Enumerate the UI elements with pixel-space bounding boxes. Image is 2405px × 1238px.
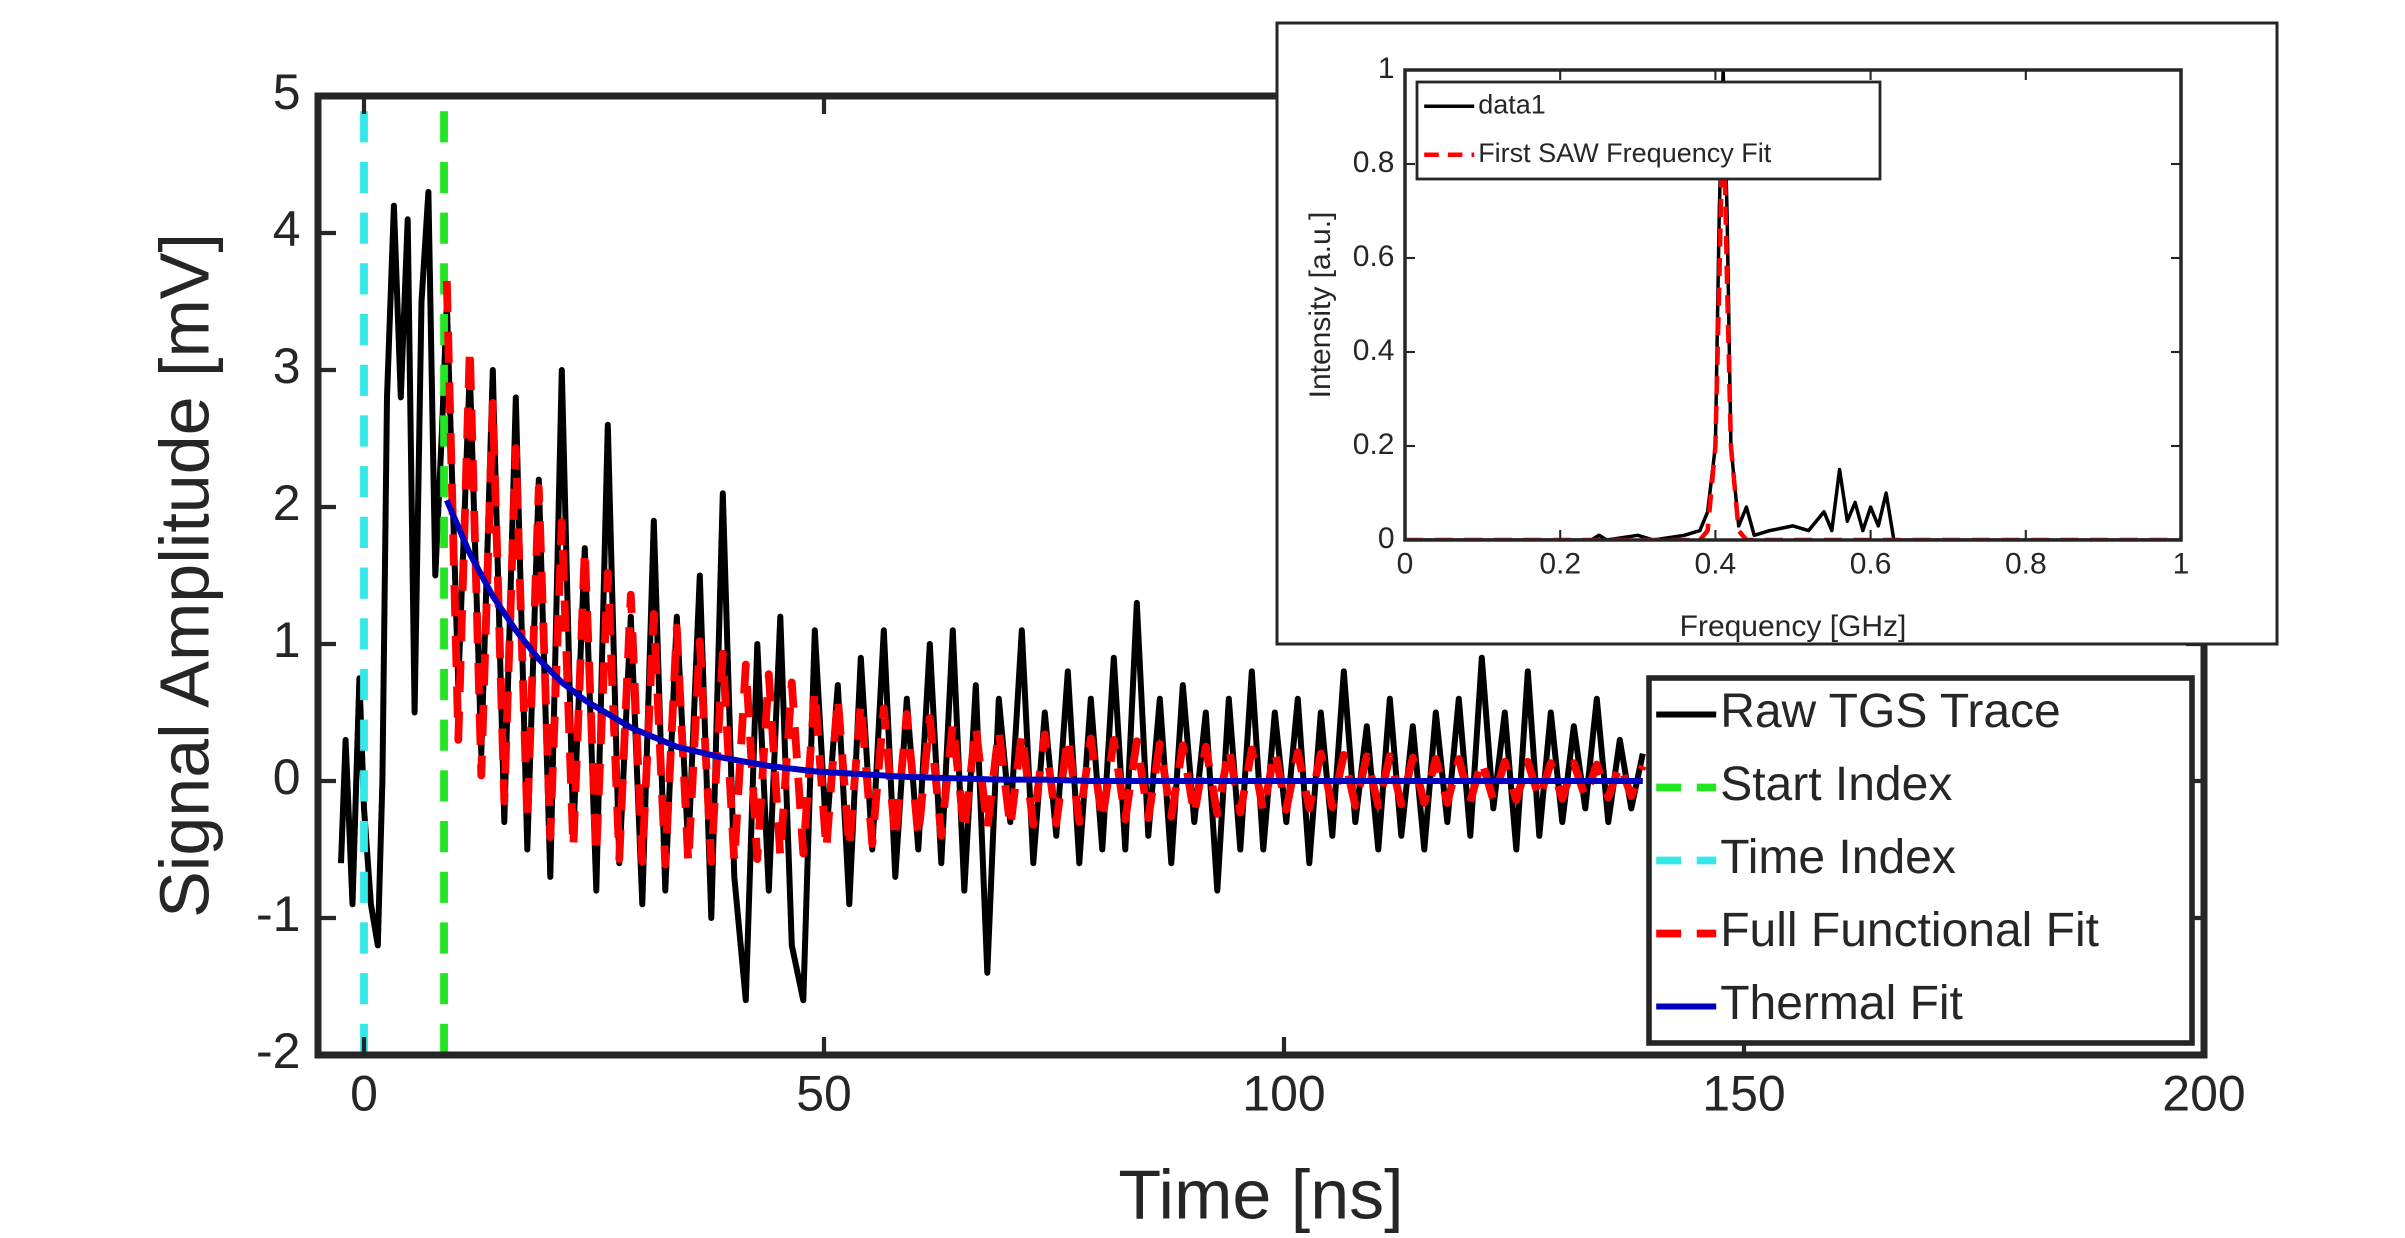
legend: Raw TGS Trace Start Index Time Index Full F… xyxy=(1646,675,2195,1046)
y-tick-label: 0.4 xyxy=(1353,334,1395,367)
x-tick-label: 50 xyxy=(796,1066,852,1122)
y-axis-label: Intensity [a.u.] xyxy=(1304,212,1337,399)
axes-box xyxy=(1403,68,2183,542)
y-tick-label: 1 xyxy=(273,612,301,668)
y-tick-label: 2 xyxy=(273,475,301,531)
chart: 0 0.2 0.4 0.6 0.8 1 0 0.2 0.4 0.6 0.8 1 Frequency [G… xyxy=(1275,21,2279,646)
legend-label: Time Index xyxy=(1720,831,1956,884)
y-tick-label: 5 xyxy=(273,64,301,120)
x-tick-label: 0.8 xyxy=(2005,547,2047,580)
y-tick-label: 3 xyxy=(273,338,301,394)
y-axis-label: Signal Amplitude [mV] xyxy=(145,233,223,918)
y-tick-label: 0 xyxy=(273,749,301,805)
legend-label: Start Index xyxy=(1720,758,1952,811)
x-tick-label: 0.6 xyxy=(1850,547,1892,580)
legend: data1 First SAW Frequency Fit xyxy=(1415,80,1882,181)
x-axis-label: Time [ns] xyxy=(1118,1155,1403,1233)
series-line xyxy=(442,280,1647,869)
x-tick-label: 150 xyxy=(1702,1066,1785,1122)
legend-label: Full Functional Fit xyxy=(1720,904,2099,957)
series-line xyxy=(444,498,1643,784)
y-tick-label: 4 xyxy=(273,201,301,257)
y-tick-label: 0.2 xyxy=(1353,428,1395,461)
y-tick-label: 0 xyxy=(1378,522,1395,555)
legend-box xyxy=(1415,80,1882,181)
x-axis-label: Frequency [GHz] xyxy=(1680,610,1907,643)
x-tick-label: 0.4 xyxy=(1695,547,1737,580)
series-group xyxy=(338,96,1647,1055)
x-tick-label: 1 xyxy=(2173,547,2190,580)
legend-label: Raw TGS Trace xyxy=(1720,685,2061,738)
legend-box xyxy=(1646,675,2195,1046)
x-tick-label: 0.2 xyxy=(1539,547,1581,580)
x-tick-label: 200 xyxy=(2162,1066,2245,1122)
legend-label: First SAW Frequency Fit xyxy=(1478,138,1772,168)
legend-label: Thermal Fit xyxy=(1720,977,1963,1030)
y-tick-label: 0.8 xyxy=(1353,146,1395,179)
y-tick-label: -2 xyxy=(256,1023,300,1079)
series-line xyxy=(1405,70,2181,540)
x-tick-label: 0 xyxy=(1397,547,1414,580)
x-tick-label: 100 xyxy=(1242,1066,1325,1122)
y-tick-label: -1 xyxy=(256,886,300,942)
y-tick-label: 1 xyxy=(1378,52,1395,85)
y-tick-label: 0.6 xyxy=(1353,240,1395,273)
legend-label: data1 xyxy=(1478,89,1546,119)
x-tick-label: 0 xyxy=(350,1066,378,1122)
